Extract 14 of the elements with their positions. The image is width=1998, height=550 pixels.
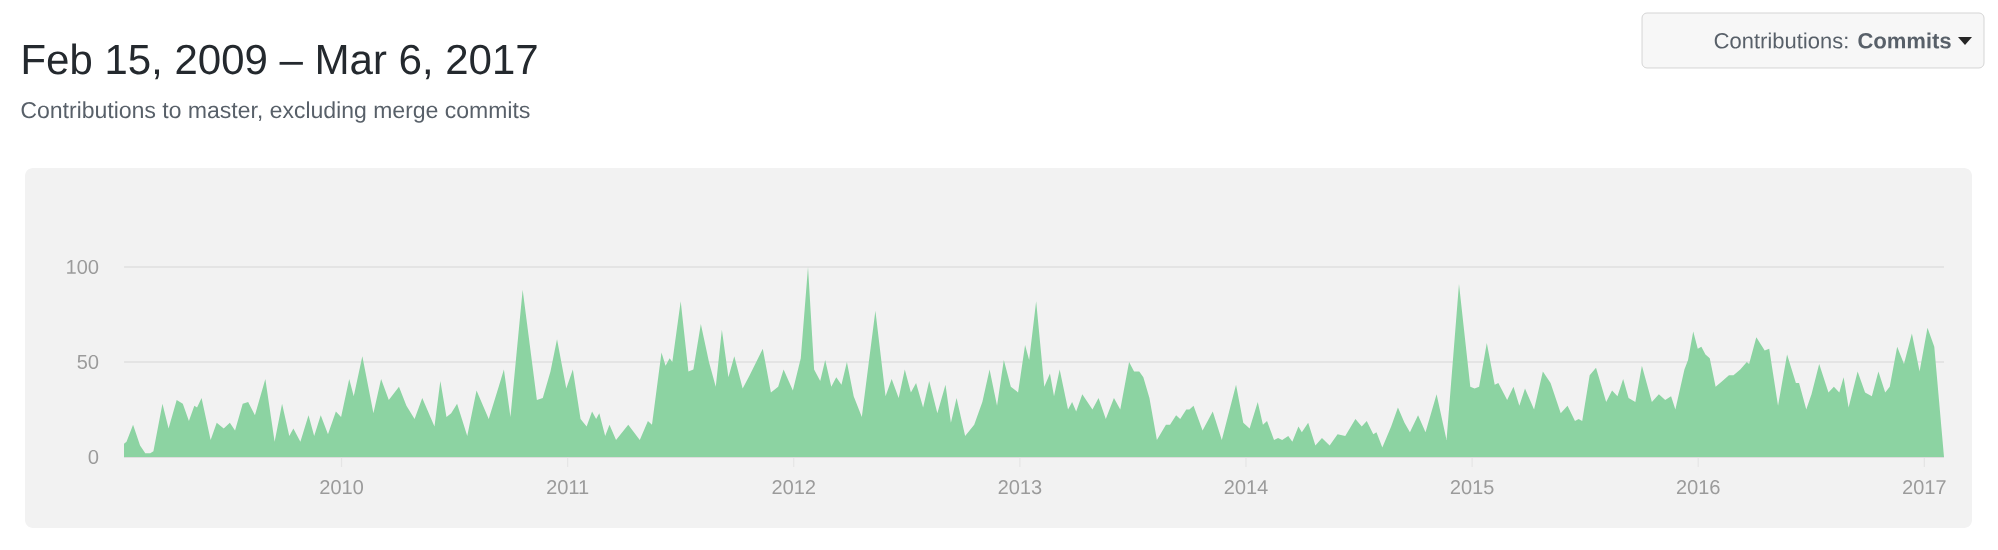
x-tick-label: 2014 bbox=[1224, 480, 1268, 495]
x-tick-label: 2012 bbox=[772, 480, 816, 495]
chart-title: Feb 15, 2009 – Mar 6, 2017 bbox=[23, 43, 537, 80]
y-tick-label: 0 bbox=[88, 449, 99, 465]
y-tick-label: 100 bbox=[67, 259, 99, 275]
chart-subtitle: Contributions to master, excluding merge commits bbox=[21, 101, 530, 123]
x-tick-label: 2013 bbox=[998, 480, 1042, 495]
x-tick-label: 2011 bbox=[547, 480, 589, 495]
y-tick-label: 50 bbox=[77, 354, 99, 370]
x-tick-label: 2017 bbox=[1903, 480, 1946, 495]
text: Contributions: Commits bbox=[1714, 32, 1951, 49]
x-tick-label: 2015 bbox=[1450, 480, 1494, 495]
x-tick-label: 2016 bbox=[1676, 480, 1720, 495]
x-tick-label: 2010 bbox=[320, 480, 363, 495]
